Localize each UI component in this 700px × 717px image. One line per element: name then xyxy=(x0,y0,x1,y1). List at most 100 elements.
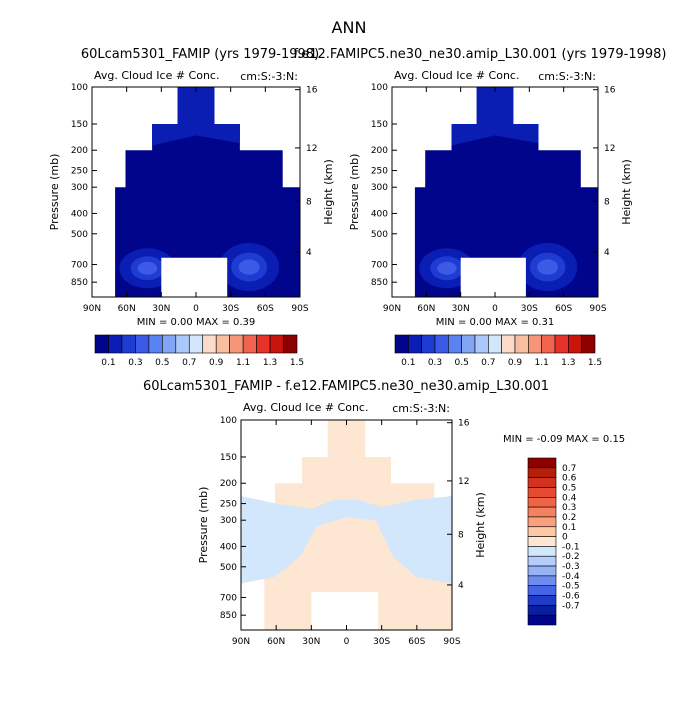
colorbar-label: -0.6 xyxy=(562,592,580,602)
colorbar-swatch xyxy=(188,334,204,354)
x-tick-label: 60N xyxy=(118,304,136,314)
panel-title: f.e12.FAMIPC5.ne30_ne30.amip_L30.001 (yr… xyxy=(294,47,667,62)
colorbar-label: 0.3 xyxy=(128,358,142,368)
colorbar-swatch xyxy=(501,334,516,354)
y2-tick-label: 16 xyxy=(306,86,318,96)
colorbar-label: 1.5 xyxy=(290,358,304,368)
y2-tick-label: 8 xyxy=(306,197,312,207)
contour-level-0.2-band xyxy=(451,124,539,146)
colorbar-swatch xyxy=(527,595,557,606)
x-tick-label: 30S xyxy=(373,637,390,647)
colorbar-label: 1.1 xyxy=(236,358,250,368)
colorbar-swatch xyxy=(421,334,436,354)
y-tick-label: 200 xyxy=(220,479,237,489)
colorbar-swatch xyxy=(474,334,489,354)
y-tick-label: 250 xyxy=(220,500,237,510)
colorbar-swatch xyxy=(541,334,556,354)
y-tick-label: 400 xyxy=(371,209,388,219)
x-tick-label: 60N xyxy=(267,637,285,647)
colorbar-swatch xyxy=(94,334,109,354)
y-tick-label: 250 xyxy=(371,167,388,177)
y2-tick-label: 12 xyxy=(306,144,317,154)
colorbar-label: 0.7 xyxy=(562,464,576,474)
contour-field-2 xyxy=(391,86,599,298)
x-tick-label: 30S xyxy=(521,304,538,314)
y-tick-label: 250 xyxy=(71,167,88,177)
panel-subtitle: Avg. Cloud Ice # Conc. xyxy=(94,69,219,82)
x-tick-label: 60S xyxy=(408,637,425,647)
contour-level-0.4-max-2 xyxy=(537,259,559,275)
colorbar-swatch xyxy=(527,585,557,596)
y-tick-label: 400 xyxy=(71,209,88,219)
y-tick-label: 850 xyxy=(71,278,88,288)
y2-tick-label: 4 xyxy=(604,248,610,258)
colorbar-label: -0.1 xyxy=(562,542,580,552)
x-tick-label: 0 xyxy=(193,304,199,314)
x-tick-label: 30N xyxy=(452,304,470,314)
colorbar-label: 0.5 xyxy=(455,358,469,368)
x-tick-label: 90S xyxy=(443,637,460,647)
colorbar-swatch xyxy=(488,334,502,354)
colorbar-label: -0.5 xyxy=(562,582,580,592)
panel-subtitle: Avg. Cloud Ice # Conc. xyxy=(394,69,519,82)
colorbar-label: 1.3 xyxy=(263,358,277,368)
x-tick-label: 90N xyxy=(232,637,250,647)
x-tick-label: 90S xyxy=(589,304,606,314)
y2-tick-label: 16 xyxy=(604,86,616,96)
colorbar-swatch xyxy=(162,334,177,354)
y2-tick-label: 12 xyxy=(458,477,469,487)
colorbar-swatch xyxy=(434,334,449,354)
y-tick-label: 300 xyxy=(371,183,388,193)
y-tick-label: 200 xyxy=(71,146,88,156)
y-tick-label: 700 xyxy=(371,260,388,270)
axes-1: 90N 60N 30N 0 30S 60S 90S 100 150 200 250 300 400 500… xyxy=(48,47,335,328)
colorbar-label: -0.7 xyxy=(562,601,580,611)
colorbar-swatch xyxy=(527,506,557,518)
colorbar-swatch xyxy=(527,614,557,626)
contour-level-0.4-max-1 xyxy=(437,261,457,275)
y-tick-label: 300 xyxy=(220,516,237,526)
colorbar-swatch xyxy=(581,334,596,354)
colorbar-label: -0.3 xyxy=(562,562,580,572)
colorbar-swatch xyxy=(175,334,190,354)
y-tick-label: 150 xyxy=(71,120,88,130)
colorbar-label: 0.7 xyxy=(182,358,196,368)
colorbar-swatch xyxy=(108,334,123,354)
y2-tick-label: 4 xyxy=(458,581,464,591)
colorbar-label: -0.4 xyxy=(562,572,580,582)
contour-level-0.2-cap xyxy=(476,87,514,124)
colorbar-label: 0.5 xyxy=(155,358,169,368)
colorbar-swatch xyxy=(527,467,557,478)
min-max-stats: MIN = -0.09 MAX = 0.15 xyxy=(503,434,625,445)
colorbar-label: 0.1 xyxy=(101,358,115,368)
x-tick-label: 0 xyxy=(344,637,350,647)
x-tick-label: 0 xyxy=(492,304,498,314)
colorbar-swatch xyxy=(148,334,163,354)
y2-tick-label: 8 xyxy=(604,197,610,207)
colorbar-swatch xyxy=(527,457,557,469)
x-tick-label: 60S xyxy=(555,304,572,314)
colorbar-swatch xyxy=(461,334,476,354)
missing-region xyxy=(311,592,379,630)
colorbar-label: 0.4 xyxy=(562,493,577,503)
colorbar-label: 0.9 xyxy=(508,358,523,368)
colorbar-swatch xyxy=(408,334,422,354)
y-axis-label: Pressure (mb) xyxy=(48,154,61,231)
colorbar-swatch xyxy=(527,516,557,528)
colorbar-label: 0.3 xyxy=(428,358,442,368)
colorbar-label: 0.2 xyxy=(562,513,576,523)
y-axis-label: Pressure (mb) xyxy=(197,487,210,564)
colorbar-swatch xyxy=(121,334,136,354)
colorbar-label: 1.1 xyxy=(535,358,549,368)
y-tick-label: 300 xyxy=(71,183,88,193)
colorbar-swatch xyxy=(229,334,244,354)
colorbar-label: 1.3 xyxy=(561,358,575,368)
contour-level-positive xyxy=(241,420,452,630)
y-tick-label: 500 xyxy=(220,563,237,573)
colorbar-swatch xyxy=(283,334,298,354)
contour-level-0.4-max-1 xyxy=(137,261,158,275)
panel-title: 60Lcam5301_FAMIP (yrs 1979-1998) xyxy=(81,47,319,62)
panel-title: 60Lcam5301_FAMIP - f.e12.FAMIPC5.ne30_ne… xyxy=(143,379,549,394)
colorbar-label: 0.9 xyxy=(209,358,224,368)
